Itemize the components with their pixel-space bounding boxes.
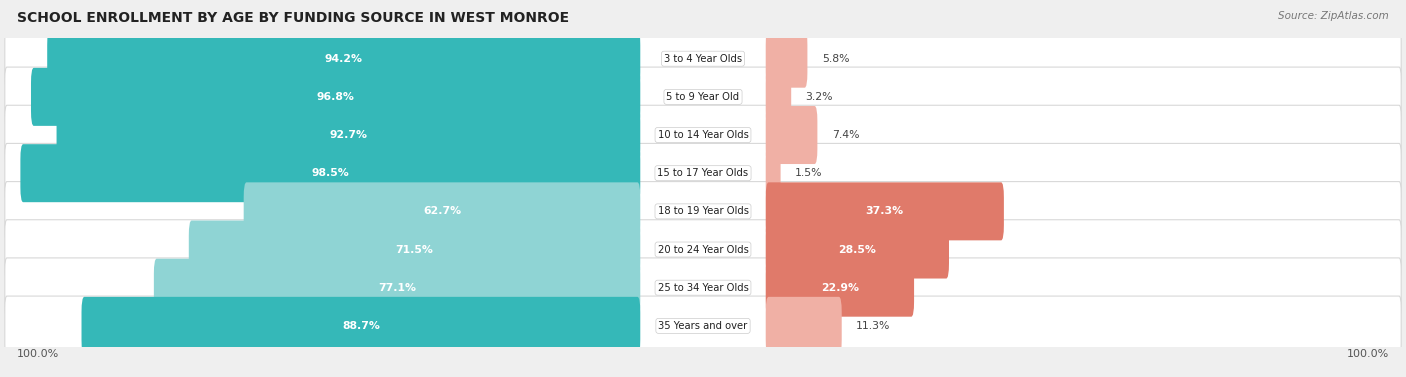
Text: 100.0%: 100.0% [17, 349, 59, 359]
FancyBboxPatch shape [82, 297, 640, 355]
FancyBboxPatch shape [4, 105, 1402, 165]
FancyBboxPatch shape [4, 67, 1402, 127]
FancyBboxPatch shape [766, 106, 817, 164]
FancyBboxPatch shape [4, 182, 1402, 241]
Text: 5.8%: 5.8% [823, 54, 849, 64]
Text: 28.5%: 28.5% [838, 245, 876, 254]
FancyBboxPatch shape [20, 144, 640, 202]
Text: 10 to 14 Year Olds: 10 to 14 Year Olds [658, 130, 748, 140]
FancyBboxPatch shape [153, 259, 640, 317]
Text: 15 to 17 Year Olds: 15 to 17 Year Olds [658, 168, 748, 178]
Text: 7.4%: 7.4% [832, 130, 859, 140]
Text: 1.5%: 1.5% [794, 168, 823, 178]
FancyBboxPatch shape [766, 30, 807, 88]
FancyBboxPatch shape [56, 106, 640, 164]
Text: 35 Years and over: 35 Years and over [658, 321, 748, 331]
Text: 20 to 24 Year Olds: 20 to 24 Year Olds [658, 245, 748, 254]
FancyBboxPatch shape [4, 296, 1402, 356]
Text: 37.3%: 37.3% [866, 206, 904, 216]
Text: 92.7%: 92.7% [329, 130, 367, 140]
FancyBboxPatch shape [4, 258, 1402, 317]
Text: 94.2%: 94.2% [325, 54, 363, 64]
Text: 62.7%: 62.7% [423, 206, 461, 216]
Text: 96.8%: 96.8% [316, 92, 354, 102]
Text: 100.0%: 100.0% [1347, 349, 1389, 359]
FancyBboxPatch shape [188, 221, 640, 279]
FancyBboxPatch shape [48, 30, 640, 88]
FancyBboxPatch shape [31, 68, 640, 126]
FancyBboxPatch shape [766, 144, 780, 202]
Text: 22.9%: 22.9% [821, 283, 859, 293]
Text: 5 to 9 Year Old: 5 to 9 Year Old [666, 92, 740, 102]
FancyBboxPatch shape [243, 182, 640, 241]
Text: 88.7%: 88.7% [342, 321, 380, 331]
Text: Source: ZipAtlas.com: Source: ZipAtlas.com [1278, 11, 1389, 21]
FancyBboxPatch shape [4, 29, 1402, 89]
Text: 11.3%: 11.3% [856, 321, 890, 331]
FancyBboxPatch shape [4, 220, 1402, 279]
Text: 18 to 19 Year Olds: 18 to 19 Year Olds [658, 206, 748, 216]
Text: 77.1%: 77.1% [378, 283, 416, 293]
FancyBboxPatch shape [766, 221, 949, 279]
Text: 3.2%: 3.2% [806, 92, 834, 102]
Text: 3 to 4 Year Olds: 3 to 4 Year Olds [664, 54, 742, 64]
FancyBboxPatch shape [4, 143, 1402, 203]
FancyBboxPatch shape [766, 68, 792, 126]
Text: 71.5%: 71.5% [395, 245, 433, 254]
FancyBboxPatch shape [766, 297, 842, 355]
FancyBboxPatch shape [766, 182, 1004, 241]
Text: 25 to 34 Year Olds: 25 to 34 Year Olds [658, 283, 748, 293]
FancyBboxPatch shape [766, 259, 914, 317]
Text: SCHOOL ENROLLMENT BY AGE BY FUNDING SOURCE IN WEST MONROE: SCHOOL ENROLLMENT BY AGE BY FUNDING SOUR… [17, 11, 569, 25]
Text: 98.5%: 98.5% [312, 168, 349, 178]
